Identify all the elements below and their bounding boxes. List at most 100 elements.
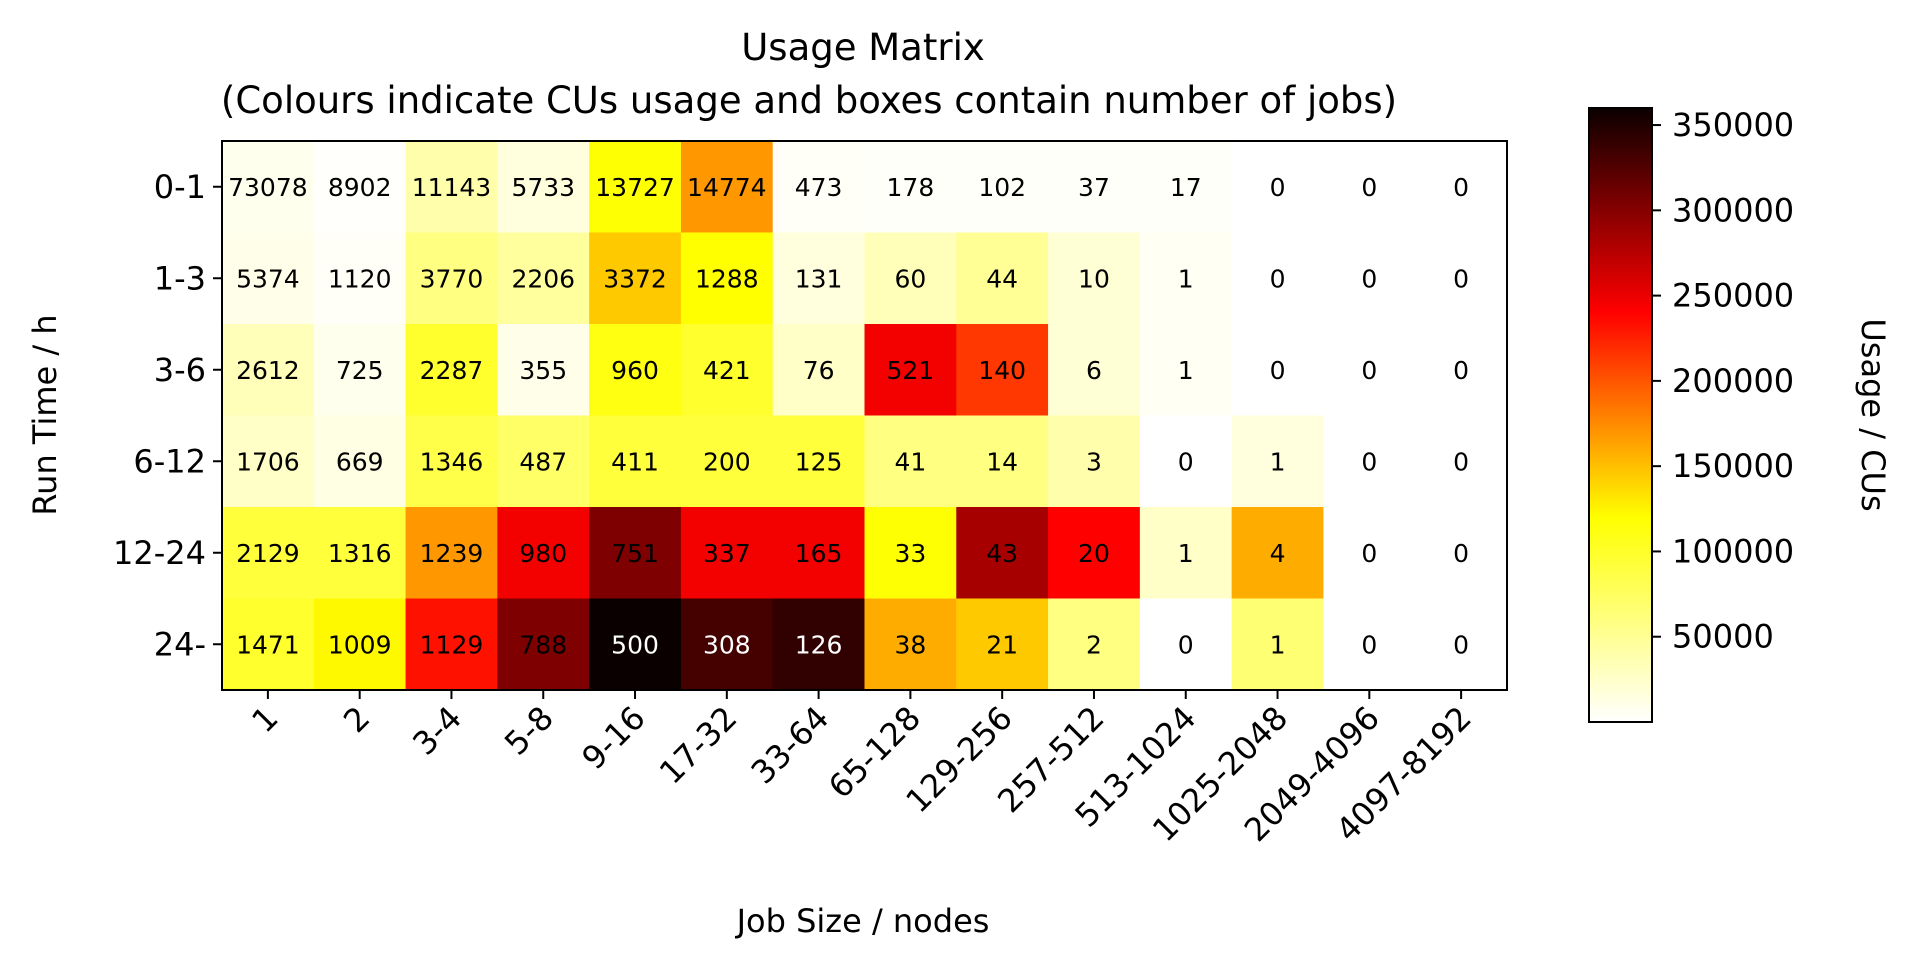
- y-tick-label: 12-24: [113, 534, 206, 572]
- heatmap-cell: [1323, 415, 1416, 508]
- cell-label: 980: [519, 539, 567, 568]
- heatmap-cell: [680, 415, 774, 508]
- colorbar-tick-label: 150000: [1672, 447, 1794, 485]
- cell-label: 1: [1178, 539, 1194, 568]
- cell-label: 0: [1361, 447, 1377, 476]
- heatmap-cell: [1415, 507, 1508, 600]
- cell-label: 0: [1361, 356, 1377, 385]
- cell-label: 0: [1270, 173, 1286, 202]
- y-axis-label: Run Time / h: [26, 314, 64, 515]
- heatmap-cell: [864, 232, 957, 325]
- heatmap-cell: [405, 415, 498, 508]
- heatmap-cell: [772, 507, 866, 600]
- cell-label: 2: [1086, 630, 1102, 659]
- x-tick-label: 17-32: [652, 699, 745, 792]
- cell-label: 126: [795, 630, 843, 659]
- cell-label: 13727: [595, 173, 675, 202]
- cell-label: 0: [1178, 447, 1194, 476]
- cell-label: 500: [611, 630, 659, 659]
- cell-label: 0: [1270, 264, 1286, 293]
- cell-label: 1: [1270, 630, 1286, 659]
- cell-label: 308: [703, 630, 751, 659]
- heatmap-cell: [1323, 232, 1416, 325]
- cell-label: 669: [336, 447, 384, 476]
- heatmap-cell: [772, 141, 866, 234]
- heatmap-cell: [222, 141, 315, 234]
- cell-label: 37: [1078, 173, 1110, 202]
- heatmap-cell: [222, 507, 315, 600]
- cell-label: 125: [795, 447, 843, 476]
- cell-label: 0: [1453, 539, 1469, 568]
- cell-label: 5733: [511, 173, 575, 202]
- heatmap-cell: [222, 324, 315, 417]
- heatmap-cell: [313, 232, 407, 325]
- heatmap-cell: [313, 415, 407, 508]
- heatmap-cell: [589, 141, 682, 234]
- heatmap-cell: [1415, 598, 1508, 691]
- heatmap-cell: [772, 415, 866, 508]
- cell-label: 1471: [236, 630, 300, 659]
- heatmap-cell: [589, 507, 682, 600]
- heatmap-cell: [497, 324, 590, 417]
- cell-label: 788: [519, 630, 567, 659]
- x-tick-label: 5-8: [497, 699, 561, 763]
- cell-label: 0: [1453, 264, 1469, 293]
- heatmap-cell: [313, 598, 407, 691]
- cell-label: 1: [1178, 264, 1194, 293]
- heatmap-cell: [589, 232, 682, 325]
- cell-label: 1129: [420, 630, 484, 659]
- heatmap-cell: [222, 232, 315, 325]
- heatmap-cell: [1231, 507, 1325, 600]
- cell-label: 751: [611, 539, 659, 568]
- colorbar-tick-label: 50000: [1672, 618, 1774, 656]
- cell-label: 60: [894, 264, 926, 293]
- cell-label: 725: [336, 356, 384, 385]
- heatmap-cell: [222, 598, 315, 691]
- plot-frame: [221, 140, 1508, 691]
- cell-label: 1: [1270, 447, 1286, 476]
- y-tick-label: 24-: [154, 625, 206, 663]
- heatmap-cell: [1048, 507, 1141, 600]
- cell-label: 1316: [328, 539, 392, 568]
- heatmap-cell: [1231, 141, 1325, 234]
- cell-label: 421: [703, 356, 751, 385]
- cell-label: 5374: [236, 264, 300, 293]
- heatmap-cell: [497, 507, 590, 600]
- heatmap-cell: [680, 141, 774, 234]
- heatmap-cell: [864, 507, 957, 600]
- cell-label: 38: [894, 630, 926, 659]
- heatmap-cell: [772, 598, 866, 691]
- cell-label: 17: [1170, 173, 1202, 202]
- heatmap-cell: [1139, 324, 1233, 417]
- cell-label: 1120: [328, 264, 392, 293]
- y-tick-label: 3-6: [154, 351, 206, 389]
- heatmap-cell: [1139, 598, 1233, 691]
- heatmap-cell: [497, 598, 590, 691]
- colorbar-label: Usage / CUs: [1854, 318, 1892, 511]
- heatmap-cell: [313, 324, 407, 417]
- heatmap-cell: [405, 598, 498, 691]
- heatmap-cell: [1139, 507, 1233, 600]
- cell-label: 11143: [412, 173, 492, 202]
- cell-label: 140: [978, 356, 1026, 385]
- heatmap-cell: [680, 232, 774, 325]
- cell-label: 1346: [420, 447, 484, 476]
- cell-label: 1: [1178, 356, 1194, 385]
- heatmap-cell: [864, 324, 957, 417]
- cell-label: 14774: [687, 173, 767, 202]
- heatmap-cell: [1415, 324, 1508, 417]
- heatmap-cell: [956, 415, 1049, 508]
- heatmap-cell: [1415, 141, 1508, 234]
- x-tick-label: 1: [244, 699, 285, 740]
- colorbar-tick-label: 300000: [1672, 191, 1794, 229]
- y-tick-label: 1-3: [154, 259, 206, 297]
- heatmap-cell: [497, 232, 590, 325]
- x-tick-label: 9-16: [574, 699, 652, 777]
- heatmap-cell: [956, 232, 1049, 325]
- heatmap-cell: [1048, 232, 1141, 325]
- cell-label: 73078: [228, 173, 308, 202]
- cell-label: 33: [894, 539, 926, 568]
- cell-label: 14: [986, 447, 1018, 476]
- heatmap-cell: [772, 232, 866, 325]
- heatmap-cell: [680, 598, 774, 691]
